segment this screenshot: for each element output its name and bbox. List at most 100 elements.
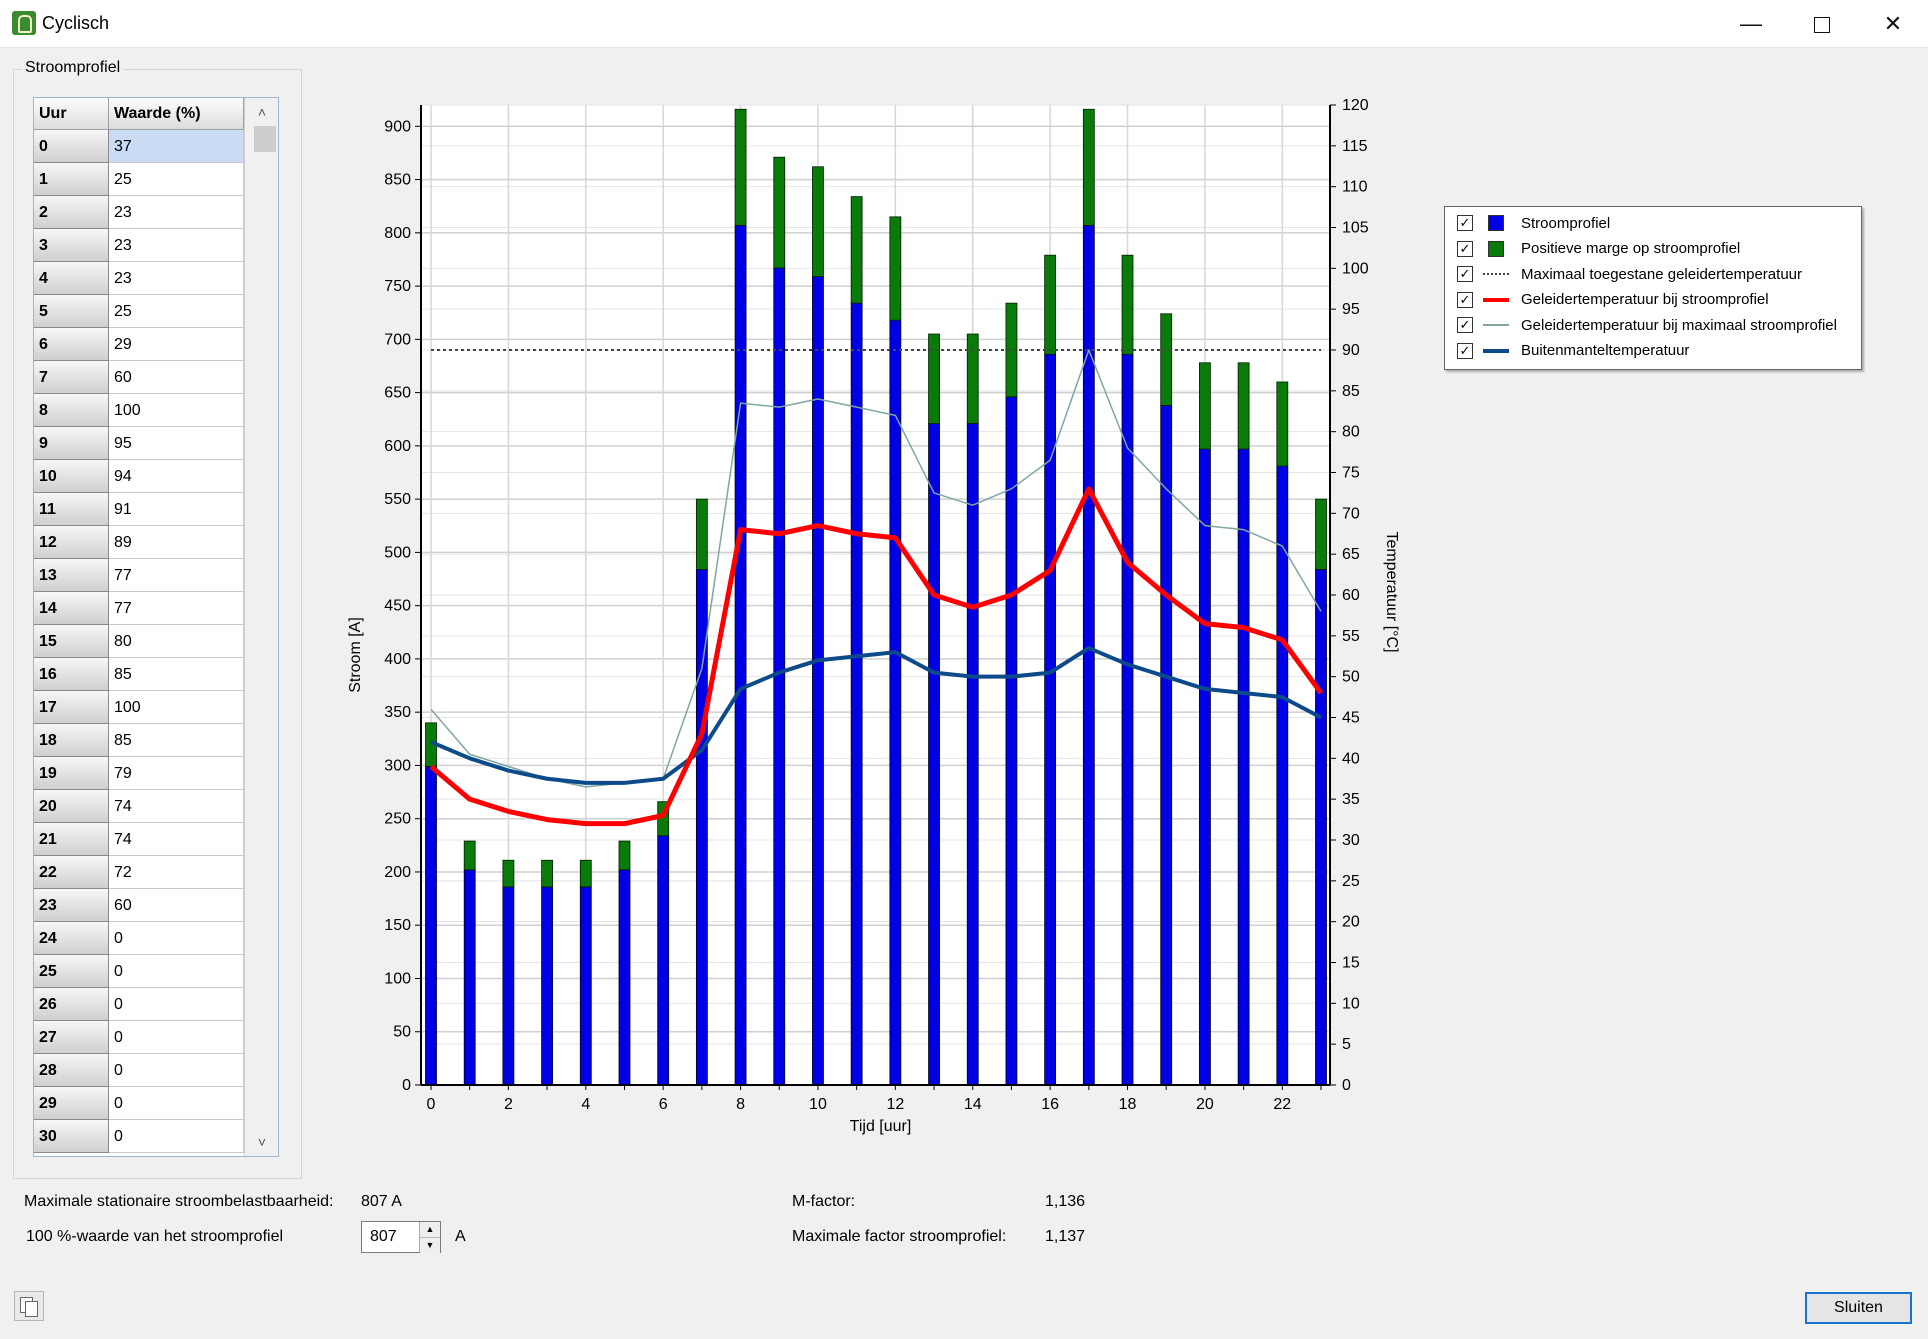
table-row[interactable]: 7 60 [34, 361, 244, 394]
maximize-button[interactable] [1787, 0, 1857, 47]
waarde-cell[interactable]: 85 [109, 724, 244, 757]
table-row[interactable]: 16 85 [34, 658, 244, 691]
waarde-cell[interactable]: 100 [109, 394, 244, 427]
table-row[interactable]: 30 0 [34, 1120, 244, 1153]
table-row[interactable]: 18 85 [34, 724, 244, 757]
table-row[interactable]: 9 95 [34, 427, 244, 460]
table-row[interactable]: 10 94 [34, 460, 244, 493]
waarde-cell[interactable]: 77 [109, 559, 244, 592]
row-header[interactable]: 6 [34, 328, 109, 361]
minimize-button[interactable]: — [1740, 11, 1762, 36]
row-header[interactable]: 23 [34, 889, 109, 922]
scroll-up-icon[interactable]: ˄ [257, 104, 267, 120]
waarde-cell[interactable]: 0 [109, 988, 244, 1021]
row-header[interactable]: 26 [34, 988, 109, 1021]
sluiten-button[interactable]: Sluiten [1805, 1292, 1912, 1324]
table-row[interactable]: 13 77 [34, 559, 244, 592]
table-row[interactable]: 4 23 [34, 262, 244, 295]
legend-item[interactable]: ✓ Geleidertemperatuur bij stroomprofiel [1457, 289, 1769, 311]
row-header[interactable]: 5 [34, 295, 109, 328]
row-header[interactable]: 0 [34, 130, 109, 163]
legend-checkbox[interactable]: ✓ [1457, 317, 1473, 333]
waarde-cell[interactable]: 94 [109, 460, 244, 493]
waarde-cell[interactable]: 60 [109, 361, 244, 394]
row-header[interactable]: 13 [34, 559, 109, 592]
spin-up-icon[interactable]: ▲ [420, 1222, 440, 1238]
waarde-cell[interactable]: 79 [109, 757, 244, 790]
row-header[interactable]: 7 [34, 361, 109, 394]
row-header[interactable]: 3 [34, 229, 109, 262]
row-header[interactable]: 29 [34, 1087, 109, 1120]
row-header[interactable]: 27 [34, 1021, 109, 1054]
table-row[interactable]: 2 23 [34, 196, 244, 229]
waarde-cell[interactable]: 74 [109, 790, 244, 823]
waarde-cell[interactable]: 23 [109, 229, 244, 262]
table-row[interactable]: 20 74 [34, 790, 244, 823]
legend-item[interactable]: ✓ Geleidertemperatuur bij maximaal stroom… [1457, 314, 1837, 336]
row-header[interactable]: 14 [34, 592, 109, 625]
waarde-cell[interactable]: 0 [109, 1087, 244, 1120]
spin-down-icon[interactable]: ▼ [420, 1238, 440, 1253]
row-header[interactable]: 28 [34, 1054, 109, 1087]
table-row[interactable]: 17 100 [34, 691, 244, 724]
table-row[interactable]: 27 0 [34, 1021, 244, 1054]
row-header[interactable]: 22 [34, 856, 109, 889]
waarde-cell[interactable]: 77 [109, 592, 244, 625]
copy-button[interactable] [14, 1291, 44, 1321]
close-window-button[interactable]: ✕ [1883, 11, 1903, 36]
pct-waarde-input[interactable]: 807 [370, 1228, 397, 1245]
legend-item[interactable]: ✓ Stroomprofiel [1457, 212, 1610, 234]
row-header[interactable]: 4 [34, 262, 109, 295]
row-header[interactable]: 16 [34, 658, 109, 691]
row-header[interactable]: 12 [34, 526, 109, 559]
row-header[interactable]: 8 [34, 394, 109, 427]
waarde-cell[interactable]: 0 [109, 1054, 244, 1087]
row-header[interactable]: 18 [34, 724, 109, 757]
waarde-cell[interactable]: 0 [109, 1120, 244, 1153]
waarde-cell[interactable]: 25 [109, 295, 244, 328]
table-row[interactable]: 0 37 [34, 130, 244, 163]
table-row[interactable]: 5 25 [34, 295, 244, 328]
waarde-cell[interactable]: 29 [109, 328, 244, 361]
row-header[interactable]: 25 [34, 955, 109, 988]
waarde-cell[interactable]: 0 [109, 1021, 244, 1054]
waarde-cell[interactable]: 23 [109, 196, 244, 229]
legend-checkbox[interactable]: ✓ [1457, 291, 1473, 308]
table-scrollbar[interactable]: ˄ ˅ [244, 98, 278, 1156]
row-header[interactable]: 20 [34, 790, 109, 823]
legend-checkbox[interactable]: ✓ [1457, 215, 1473, 231]
waarde-cell[interactable]: 100 [109, 691, 244, 724]
table-row[interactable]: 23 60 [34, 889, 244, 922]
waarde-cell[interactable]: 74 [109, 823, 244, 856]
waarde-cell[interactable]: 0 [109, 955, 244, 988]
table-row[interactable]: 12 89 [34, 526, 244, 559]
row-header[interactable]: 2 [34, 196, 109, 229]
table-row[interactable]: 15 80 [34, 625, 244, 658]
row-header[interactable]: 24 [34, 922, 109, 955]
waarde-cell[interactable]: 91 [109, 493, 244, 526]
legend-checkbox[interactable]: ✓ [1457, 266, 1473, 282]
table-row[interactable]: 24 0 [34, 922, 244, 955]
scroll-thumb[interactable] [254, 126, 276, 152]
legend-checkbox[interactable]: ✓ [1457, 342, 1473, 359]
table-row[interactable]: 29 0 [34, 1087, 244, 1120]
row-header[interactable]: 10 [34, 460, 109, 493]
row-header[interactable]: 1 [34, 163, 109, 196]
table-row[interactable]: 14 77 [34, 592, 244, 625]
row-header[interactable]: 30 [34, 1120, 109, 1153]
legend-checkbox[interactable]: ✓ [1457, 240, 1473, 257]
scroll-down-icon[interactable]: ˅ [257, 1134, 267, 1150]
row-header[interactable]: 11 [34, 493, 109, 526]
table-row[interactable]: 1 25 [34, 163, 244, 196]
column-header-uur[interactable]: Uur [34, 98, 109, 130]
table-row[interactable]: 22 72 [34, 856, 244, 889]
waarde-cell[interactable]: 37 [109, 130, 244, 163]
table-row[interactable]: 11 91 [34, 493, 244, 526]
legend-item[interactable]: ✓ Positieve marge op stroomprofiel [1457, 238, 1740, 260]
table-row[interactable]: 28 0 [34, 1054, 244, 1087]
table-row[interactable]: 6 29 [34, 328, 244, 361]
legend-item[interactable]: ✓ Maximaal toegestane geleidertemperatuur [1457, 263, 1802, 285]
waarde-cell[interactable]: 25 [109, 163, 244, 196]
table-row[interactable]: 8 100 [34, 394, 244, 427]
table-row[interactable]: 25 0 [34, 955, 244, 988]
